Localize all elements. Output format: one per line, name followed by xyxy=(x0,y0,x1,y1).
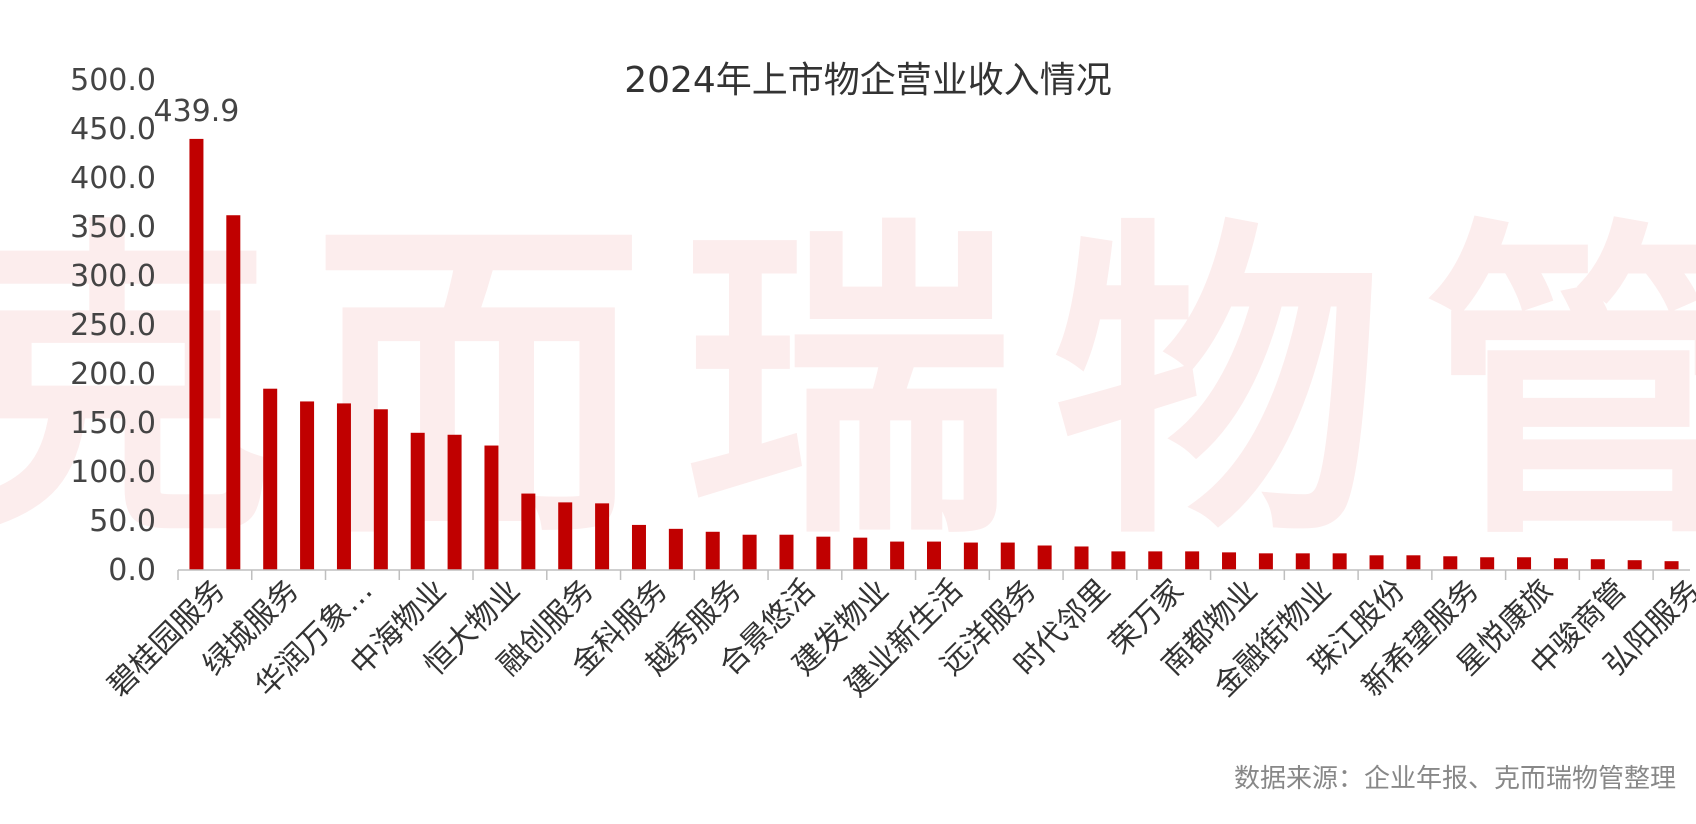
bar xyxy=(1553,558,1568,570)
y-tick-label: 0.0 xyxy=(108,553,156,588)
bar xyxy=(336,403,351,570)
bar xyxy=(1443,556,1458,570)
bar xyxy=(1406,555,1421,570)
y-tick-label: 50.0 xyxy=(89,504,156,539)
y-axis: 0.0 50.0 100.0 150.0 200.0 250.0 300.0 350.0 400… xyxy=(70,63,156,588)
bar xyxy=(189,138,204,570)
source-note: 数据来源：企业年报、克而瑞物管整理 xyxy=(1233,764,1676,794)
bar xyxy=(1037,545,1052,570)
bar xyxy=(373,409,388,570)
bar xyxy=(1185,551,1200,570)
bar xyxy=(1295,553,1310,570)
bar xyxy=(1627,560,1642,570)
bar xyxy=(890,541,905,570)
x-axis: 碧桂园服务绿城服务华润万象…中海物业恒大物业融创服务金科服务越秀服务合景悠活建发… xyxy=(101,569,1696,704)
bar xyxy=(1222,552,1237,570)
y-tick-label: 200.0 xyxy=(70,357,156,392)
bar xyxy=(668,528,683,570)
bar xyxy=(484,445,499,570)
bar xyxy=(705,531,720,570)
bar xyxy=(1332,553,1347,570)
bar xyxy=(300,401,315,570)
bar xyxy=(1664,561,1679,570)
bar xyxy=(226,215,241,571)
y-tick-label: 100.0 xyxy=(70,455,156,490)
bars xyxy=(189,138,1679,571)
bar xyxy=(1258,553,1273,570)
watermark-text: 克而瑞物管 xyxy=(0,194,1696,578)
bar xyxy=(595,503,610,570)
bar xyxy=(1111,551,1126,570)
bar xyxy=(779,534,794,570)
bar xyxy=(927,541,941,570)
bar xyxy=(742,534,757,570)
bar xyxy=(447,434,462,570)
y-tick-label: 450.0 xyxy=(70,112,156,147)
bar xyxy=(1369,555,1384,570)
bar xyxy=(558,502,573,570)
data-label: 439.9 xyxy=(153,94,239,129)
chart-title: 2024年上市物企营业收入情况 xyxy=(624,60,1112,101)
bar xyxy=(521,493,536,570)
bar xyxy=(1000,542,1015,570)
bar xyxy=(410,432,425,570)
bar xyxy=(1148,551,1163,570)
bar xyxy=(263,388,278,570)
bar xyxy=(963,542,978,570)
y-tick-label: 500.0 xyxy=(70,63,156,98)
bar xyxy=(1074,546,1089,570)
bar xyxy=(816,536,831,570)
bar xyxy=(1480,557,1495,570)
y-tick-label: 250.0 xyxy=(70,308,156,343)
bar xyxy=(1590,559,1605,570)
x-tick-label: 碧桂园服务 xyxy=(101,573,232,704)
bar xyxy=(1517,557,1532,570)
bar xyxy=(853,537,868,570)
y-tick-label: 300.0 xyxy=(70,259,156,294)
y-tick-label: 150.0 xyxy=(70,406,156,441)
y-tick-label: 400.0 xyxy=(70,161,156,196)
data-labels: 439.9 xyxy=(153,94,239,129)
y-tick-label: 350.0 xyxy=(70,210,156,245)
bar xyxy=(631,524,646,570)
watermark: 克而瑞物管 xyxy=(0,194,1696,578)
